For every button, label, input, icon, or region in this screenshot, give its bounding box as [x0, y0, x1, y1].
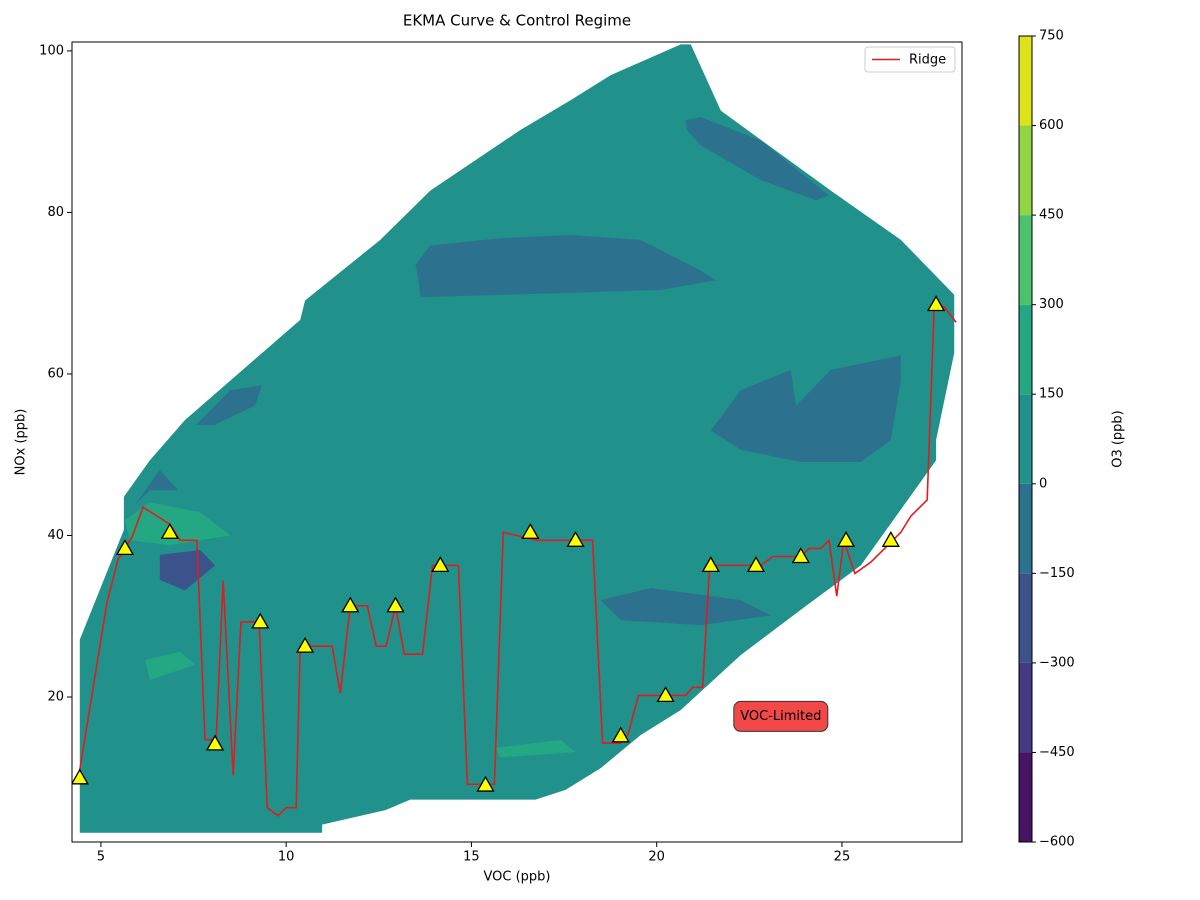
y-axis-label: NOx (ppb)	[14, 409, 29, 476]
colorbar-tick-label: 150	[1039, 387, 1064, 402]
x-axis-label: VOC (ppb)	[483, 870, 550, 885]
contour-patch	[79, 44, 955, 833]
contour-patch	[415, 235, 716, 298]
x-tick-label: 20	[648, 850, 665, 865]
marker	[521, 522, 540, 539]
legend-label: Ridge	[909, 53, 946, 68]
ridge-line	[78, 306, 957, 817]
y-tick-label: 40	[47, 528, 64, 543]
colorbar-frame	[1018, 35, 1033, 843]
colorbar-tick-label: −600	[1039, 835, 1075, 850]
marker	[926, 295, 946, 312]
y-tick-label: 80	[47, 205, 64, 220]
x-tick-label: 25	[834, 850, 851, 865]
x-tick-label: 5	[97, 850, 105, 865]
legend-box	[864, 46, 956, 73]
colorbar-tick-label: −300	[1039, 655, 1075, 670]
colorbar-band	[1019, 304, 1032, 395]
plot-frame	[71, 41, 963, 843]
marker	[72, 768, 89, 785]
marker	[791, 547, 810, 564]
contour-patch	[159, 550, 216, 591]
colorbar-band	[1019, 215, 1032, 305]
contour-patch	[685, 117, 829, 201]
annotation-box	[733, 700, 829, 732]
contour-patch	[144, 651, 196, 681]
colorbar-band	[1019, 125, 1032, 216]
colorbar-band	[1019, 36, 1032, 126]
colorbar-label: O3 (ppb)	[1111, 410, 1126, 468]
marker	[115, 539, 135, 556]
marker	[295, 636, 315, 653]
contour-patch	[196, 385, 263, 425]
marker	[341, 596, 360, 613]
contour-patch	[134, 470, 178, 505]
colorbar-tick-label: −450	[1039, 745, 1075, 760]
colorbar-tick-label: 600	[1039, 118, 1064, 133]
marker	[611, 726, 630, 743]
colorbar-tick-label: −150	[1039, 566, 1075, 581]
marker	[746, 556, 766, 573]
marker	[656, 686, 675, 703]
marker	[881, 531, 900, 547]
marker	[701, 556, 720, 573]
contour-layer	[79, 44, 955, 833]
y-tick-label: 20	[47, 690, 64, 705]
x-tick-label: 10	[278, 850, 295, 865]
marker	[836, 531, 856, 547]
marker	[160, 522, 179, 539]
colorbar-tick-label: 0	[1039, 476, 1047, 491]
y-tick-label: 60	[47, 366, 64, 381]
contour-patch	[710, 355, 901, 462]
x-tick-label: 15	[463, 850, 480, 865]
colorbar-band	[1019, 573, 1032, 663]
colorbar-tick-label: 300	[1039, 297, 1064, 312]
colorbar-tick-label: 450	[1039, 208, 1064, 223]
colorbar-band	[1019, 662, 1032, 753]
annotation: VOC-Limited	[740, 709, 821, 724]
marker	[386, 596, 405, 613]
marker	[476, 775, 495, 792]
colorbar-band	[1019, 394, 1032, 484]
y-tick-label: 100	[39, 43, 64, 58]
chart-title: EKMA Curve & Control Regime	[403, 12, 631, 30]
marker	[566, 531, 585, 547]
contour-patch	[600, 587, 771, 626]
marker	[205, 734, 225, 751]
contour-patch	[495, 739, 576, 758]
marker	[431, 556, 450, 573]
colorbar-tick-label: 750	[1039, 29, 1064, 44]
marker	[251, 612, 270, 629]
colorbar-band	[1019, 483, 1032, 574]
overlay-layer	[72, 295, 957, 817]
colorbar-band	[1019, 752, 1032, 842]
